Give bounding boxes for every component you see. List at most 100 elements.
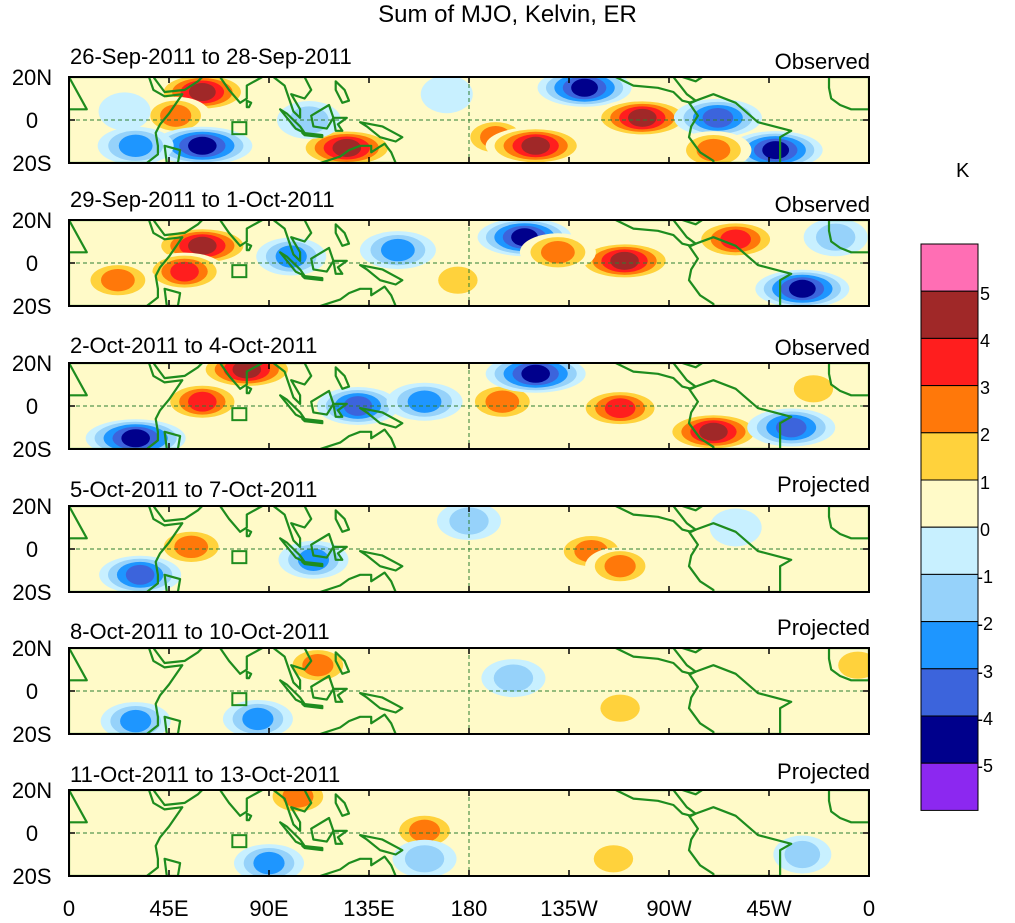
panel-4-coastline-6 — [279, 537, 306, 564]
panel-6-anomaly-5-level-2 — [784, 840, 821, 869]
colorbar-label-minus4: -4 — [976, 709, 994, 729]
panel-2-coastline-1 — [163, 287, 182, 306]
panel-6-coastline-8 — [310, 816, 335, 843]
panel-1-anomaly-14-level-1 — [98, 92, 151, 131]
panel-2-anomaly-7-level-5 — [610, 251, 639, 270]
panel-5-period: 8-Oct-2011 to 10-Oct-2011 — [70, 619, 330, 644]
panel-4-region-box — [231, 550, 248, 565]
panel-6-coastline-1 — [163, 857, 182, 876]
panel-1-lat-south: 20S — [12, 151, 52, 176]
panel-1-lat-equator: 0 — [25, 108, 39, 133]
lon-label-45w: 45W — [746, 896, 792, 921]
panel-2-anomaly-0-level-5 — [188, 236, 217, 255]
panel-6-coastline-7 — [301, 844, 324, 852]
panel-4-coastline-9 — [332, 545, 348, 561]
panel-3-coastline-16 — [827, 363, 869, 397]
panel-3-coastline-14 — [687, 379, 793, 449]
panel-5-region-box — [231, 692, 248, 707]
panel-6-lat-south: 20S — [12, 864, 52, 889]
panel-4-coastline-5 — [272, 506, 313, 549]
colorbar-swatch-4 — [920, 432, 979, 481]
panel-1-anomaly-8-level-5 — [521, 136, 550, 155]
panel-5-coastline-6 — [279, 679, 306, 706]
panel-1-anomaly-12-level-5 — [762, 141, 790, 160]
colorbar-swatch-5 — [920, 479, 979, 528]
panel-1-anomaly-1-level-3 — [160, 104, 192, 127]
panel-5-lat-north: 20N — [11, 636, 53, 661]
panel-1-coastline-15 — [681, 77, 704, 83]
panel-1-coastline-12 — [319, 142, 397, 163]
panel-5-coastline-8 — [310, 674, 335, 701]
panel-4-coastline-7 — [301, 560, 324, 568]
colorbar-swatch-7 — [920, 573, 979, 623]
panel-2-region-box — [231, 264, 248, 279]
panel-6-coastline-4 — [245, 812, 253, 822]
panel-2-coastline-10 — [334, 223, 351, 247]
panel-4-anomaly-1-level-4 — [125, 564, 155, 585]
colorbar-label-4: 4 — [979, 331, 991, 351]
panel-2-lat-equator: 0 — [25, 251, 39, 276]
panel-3-coastline-11 — [359, 407, 404, 429]
panel-3-coastline-6 — [279, 394, 306, 420]
panel-6-lat-north: 20N — [11, 778, 53, 803]
panel-4-coastline-2 — [152, 506, 204, 523]
panel-1-coastline-3 — [219, 77, 264, 104]
panel-5-lat-equator: 0 — [25, 679, 39, 704]
panel-1-coastline-0 — [69, 77, 184, 163]
colorbar-swatch-2 — [920, 337, 979, 387]
panel-2-coastline-16 — [827, 220, 869, 254]
panel-1-anomaly-10-level-5 — [628, 108, 657, 127]
panel-6-coastline-11 — [359, 833, 404, 856]
panel-1-coastline-5 — [272, 77, 313, 119]
panel-6-anomaly-3-level-2 — [404, 845, 445, 873]
colorbar-label-2: 2 — [979, 425, 991, 445]
panel-6-coastline-10 — [334, 793, 351, 817]
panel-3-anomaly-7-level-4 — [604, 398, 636, 419]
panel-3-anomaly-5-level-3 — [485, 390, 520, 413]
panel-4-coastline-0 — [69, 506, 184, 592]
panel-1-coastline-6 — [279, 108, 306, 134]
panel-5-coastline-5 — [272, 648, 313, 691]
panel-3-coastline-0 — [69, 363, 184, 449]
panel-1-anomaly-0-level-5 — [188, 83, 216, 102]
panel-5-coastline-16 — [827, 648, 869, 682]
panel-1-coastline-1 — [163, 144, 182, 163]
panel-3-anomaly-8-level-5 — [699, 422, 728, 441]
panel-2-coastline-15 — [681, 220, 704, 226]
panel-1-kind: Observed — [774, 49, 870, 74]
panel-2-coastline-5 — [272, 220, 313, 262]
panel-6-coastline-14 — [687, 806, 793, 876]
panel-3-lat-south: 20S — [12, 437, 52, 462]
panel-2-period: 29-Sep-2011 to 1-Oct-2011 — [70, 187, 335, 212]
panel-3-coastline-2 — [152, 363, 204, 380]
lon-label-360: 0 — [862, 896, 876, 921]
panel-6-region-box — [231, 834, 248, 849]
panel-3-region-box — [231, 407, 248, 422]
panel-1-anomaly-9-level-5 — [571, 78, 598, 97]
panel-2-anomaly-10-level-5 — [788, 279, 816, 298]
panel-6-coastline-2 — [152, 790, 204, 807]
panel-4-anomaly-6-level-1 — [709, 508, 762, 547]
panel-4-lat-south: 20S — [12, 580, 52, 605]
panel-3-kind: Observed — [774, 335, 870, 360]
panel-4-coastline-14 — [687, 522, 793, 592]
panel-5-anomaly-5-level-2 — [838, 651, 869, 679]
panel-3-anomaly-0-level-4 — [188, 391, 217, 412]
panel-3-lat-equator: 0 — [25, 394, 39, 419]
panel-5-coastline-10 — [334, 651, 351, 675]
lon-label-90w: 90W — [646, 896, 692, 921]
panel-2-anomaly-8-level-3 — [540, 241, 575, 264]
panel-6-anomaly-1-level-3 — [253, 851, 285, 875]
panel-2-lat-south: 20S — [12, 294, 52, 319]
panel-4-coastline-3 — [219, 506, 264, 533]
panel-4-coastline-11 — [359, 549, 404, 572]
panel-3-coastline-7 — [301, 417, 324, 425]
panel-4-lat-north: 20N — [11, 494, 53, 519]
panel-3-coastline-5 — [272, 363, 313, 405]
panel-6-coastline-6 — [279, 821, 306, 848]
panel-2-coastline-7 — [301, 274, 324, 282]
lon-label-135e: 135E — [343, 896, 395, 921]
panel-3-coastline-3 — [219, 363, 264, 390]
panel-6-coastline-5 — [272, 790, 313, 833]
